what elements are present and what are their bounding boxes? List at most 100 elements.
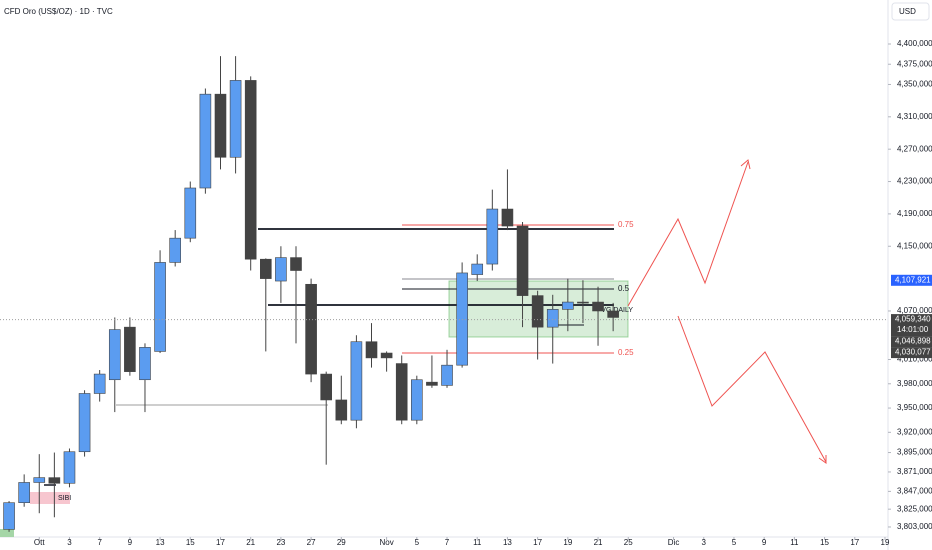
candle-body [63,451,76,484]
zone-label: FVG DAILY [597,307,633,314]
candle-body [562,301,574,310]
x-tick-label: 27 [307,538,316,547]
countdown: 14:01:00 [897,325,929,334]
candle-body [577,301,589,304]
y-tick-label: 4,375,000 [897,59,932,68]
candle-body [486,208,499,265]
price-tag [891,274,932,286]
x-tick-label: 23 [276,538,285,547]
x-tick-label: 3 [702,538,707,547]
y-tick-label: 3,950,000 [897,403,932,412]
candle-body [471,263,484,275]
arrow-head [740,159,751,170]
y-tick-label: 4,070,000 [897,306,932,315]
candle-body [290,257,302,271]
zone [0,529,14,537]
price-tag-label: 4,030,077 [895,348,931,357]
projection-arrow [627,161,749,307]
y-tick-label: 4,190,000 [897,209,932,218]
y-tick-label: 4,350,000 [897,80,932,89]
candle-body [441,364,453,386]
x-tick-label: 21 [594,538,603,547]
y-tick-label: 3,847,000 [897,486,932,495]
sibi-zone [30,492,70,504]
x-tick-label: 5 [415,538,420,547]
candle-body [199,93,212,189]
x-tick-label: 13 [156,538,165,547]
chart-title: CFD Oro (US$/OZ) · 1D · TVC [4,7,113,16]
y-tick-label: 4,310,000 [897,112,932,121]
y-tick-label: 3,871,000 [897,467,932,476]
x-tick-label: 7 [97,538,102,547]
candle-body [275,257,287,282]
candle-body [320,373,333,401]
currency-label[interactable]: USD [899,7,916,16]
y-tick-label: 3,825,000 [897,504,932,513]
candle-body [169,237,181,263]
candle-body [395,363,408,421]
candle-body [139,347,151,381]
candle-body [214,93,227,158]
x-tick-label: 19 [563,538,572,547]
x-tick-label: 11 [473,538,482,547]
x-tick-label: 19 [881,538,890,547]
x-tick-label: 13 [503,538,512,547]
candle-body [244,80,257,260]
candle-body [93,373,106,394]
candle-body [78,393,91,453]
fib-label: 0.25 [618,348,634,357]
candle-body [48,477,61,484]
x-tick-label: 15 [186,538,195,547]
drawings: 0.75 0.5 0.25 FVG DAILY SIBI [0,159,827,537]
y-tick-label: 4,400,000 [897,39,932,48]
x-tick-label: 9 [128,538,133,547]
candle-body [108,329,121,381]
candle-body [411,379,423,421]
candle-body [229,80,242,158]
candle-body [546,309,559,328]
x-tick-label: 25 [624,538,633,547]
x-tick-label: 11 [790,538,799,547]
candle-body [426,381,438,386]
fib-label: 0.75 [618,220,634,229]
candle-body [456,272,468,366]
y-tick-label: 3,895,000 [897,448,932,457]
x-tick-label: 17 [216,538,225,547]
candle-body [305,283,317,375]
x-tick-label: 17 [533,538,542,547]
candle-body [365,341,378,359]
x-tick-label: Nov [379,538,393,547]
candle-body [124,326,136,372]
candle-body [3,502,15,530]
price-tag-label: 4,046,898 [895,337,931,346]
price-tag [891,314,932,337]
y-tick-label: 3,920,000 [897,427,932,436]
y-tick-label: 4,010,000 [897,355,932,364]
x-tick-label: 17 [850,538,859,547]
candle-body [607,310,619,318]
candle-body [184,187,197,239]
candle-body [18,482,30,503]
candle-body [592,301,604,312]
y-tick-label: 4,270,000 [897,144,932,153]
y-tick-label: 4,150,000 [897,241,932,250]
price-tag [891,347,932,359]
currency-button[interactable] [891,2,930,21]
x-tick-label: 3 [67,538,72,547]
x-tick-label: 9 [762,538,767,547]
y-tick-label: 3,803,000 [897,522,932,531]
candle-body [380,352,393,359]
x-tick-label: 7 [445,538,450,547]
candle-body [516,225,529,296]
candle-body [501,208,514,227]
x-tick-label: 5 [732,538,737,547]
x-tick-label: Ott [34,538,45,547]
x-tick-label: 29 [337,538,346,547]
candle-body [154,262,166,352]
y-tick-label: 3,980,000 [897,379,932,388]
x-tick-label: 15 [820,538,829,547]
price-tag-label: 4,107,921 [895,275,931,284]
candle-body [531,295,544,328]
x-tick-label: 21 [246,538,255,547]
